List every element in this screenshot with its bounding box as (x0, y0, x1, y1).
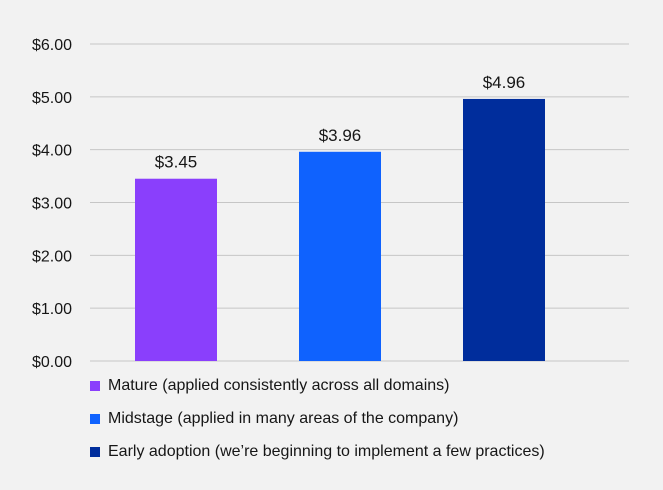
bars (135, 98, 545, 362)
y-tick-label-0: $0.00 (32, 354, 72, 371)
y-tick-label-5: $5.00 (32, 90, 72, 107)
bar-1 (299, 151, 381, 361)
y-tick-label-6: $6.00 (32, 37, 72, 54)
legend-label-mature: Mature (applied consistently across all … (108, 377, 450, 394)
legend-item-early-adoption: Early adoption (we’re beginning to imple… (90, 442, 545, 462)
data-label-2: $4.96 (483, 73, 526, 92)
data-label-0: $3.45 (155, 153, 198, 172)
bar-0 (135, 178, 217, 361)
y-axis-tick-labels: $0.00 $1.00 $2.00 $3.00 $4.00 $5.00 $6.00 (32, 37, 72, 371)
legend-swatch-mature (90, 381, 100, 391)
legend: Mature (applied consistently across all … (90, 376, 545, 475)
legend-label-midstage: Midstage (applied in many areas of the c… (108, 410, 459, 427)
legend-swatch-midstage (90, 414, 100, 424)
y-tick-label-1: $1.00 (32, 301, 72, 318)
bar-2 (463, 98, 545, 362)
y-tick-label-3: $3.00 (32, 196, 72, 213)
legend-item-midstage: Midstage (applied in many areas of the c… (90, 409, 545, 429)
data-labels: $3.45 $3.96 $4.96 (155, 73, 526, 172)
y-tick-label-2: $2.00 (32, 248, 72, 265)
legend-swatch-early-adoption (90, 447, 100, 457)
data-label-1: $3.96 (319, 126, 362, 145)
y-tick-label-4: $4.00 (32, 143, 72, 160)
legend-item-mature: Mature (applied consistently across all … (90, 376, 545, 396)
legend-label-early-adoption: Early adoption (we’re beginning to imple… (108, 443, 545, 460)
